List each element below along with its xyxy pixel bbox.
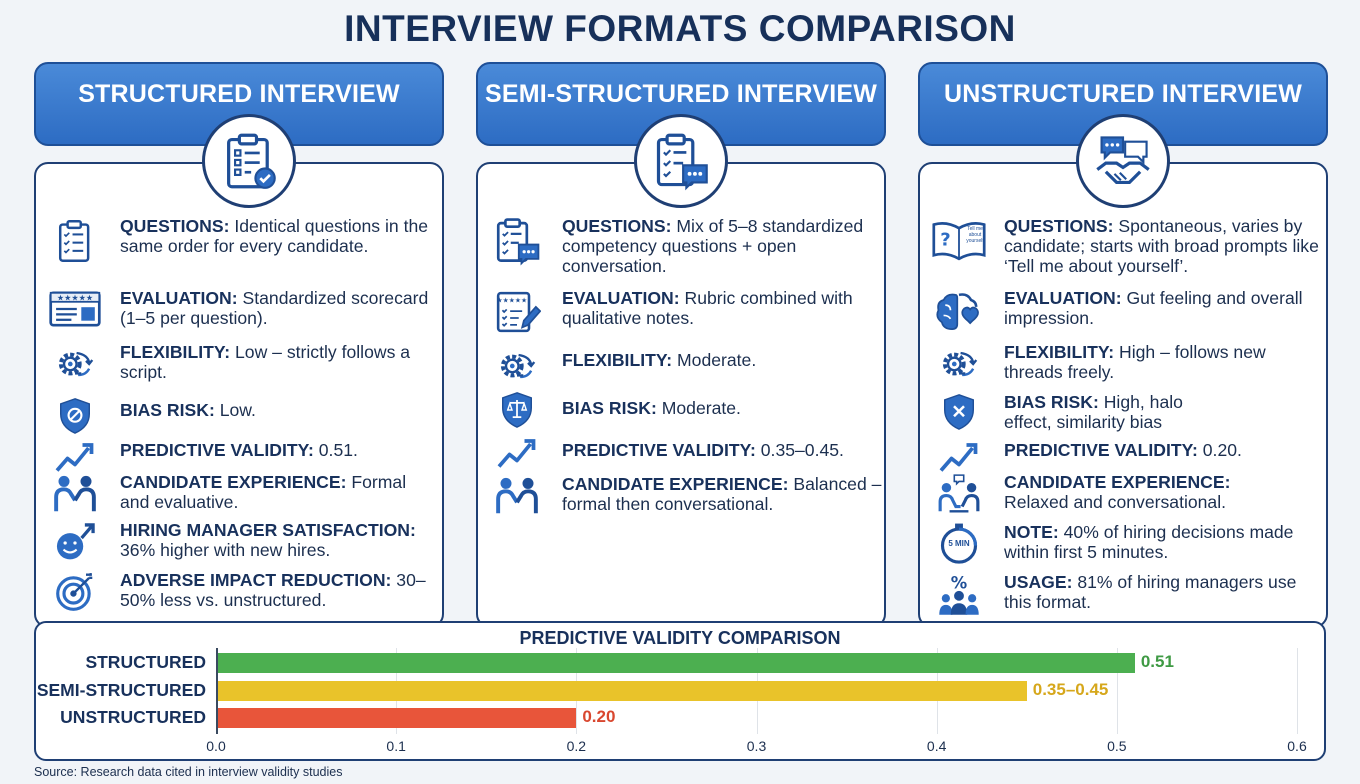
category-label: SEMI-STRUCTURED: [36, 680, 206, 700]
item-bias-risk: BIAS RISK: High, halo effect, similarity…: [932, 392, 1324, 436]
gear-arrows-icon: [48, 342, 102, 386]
page-title: INTERVIEW FORMATS COMPARISON: [344, 8, 1016, 49]
x-tick-label: 0.2: [566, 738, 587, 754]
x-tick-label: 0.3: [746, 738, 767, 754]
clipboard-check-icon: [202, 114, 296, 208]
clipboard-chat-icon: [490, 216, 544, 260]
item-predictive-validity: PREDICTIVE VALIDITY: 0.35–0.45.: [490, 432, 882, 476]
checklist-icon: [48, 216, 102, 260]
trend-up-icon: [490, 432, 544, 476]
item-bias-risk: BIAS RISK: Low.: [48, 396, 440, 440]
item-evaluation: EVALUATION: Gut feeling and overall impr…: [932, 288, 1324, 332]
brain-heart-icon: [932, 288, 986, 332]
column-body: Tell me about yourself QUESTIONS: Sponta…: [918, 162, 1328, 628]
gridline: [1297, 648, 1298, 734]
category-label: UNSTRUCTURED: [60, 707, 206, 727]
percent-people-icon: [932, 572, 986, 616]
item-evaluation: EVALUATION: Rubric combined with qualita…: [490, 288, 882, 332]
item-predictive-validity: PREDICTIVE VALIDITY: 0.20.: [932, 436, 1324, 480]
column-header: SEMI-STRUCTURED INTERVIEW: [476, 62, 886, 146]
item-note: 5 MIN NOTE: 40% of hiring decisions made…: [932, 522, 1324, 566]
x-tick-label: 0.4: [926, 738, 947, 754]
bar-value-label: 0.20: [582, 707, 616, 726]
x-tick-label: 0.0: [206, 738, 226, 754]
item-hiring-manager-satisfaction: HIRING MANAGER SATISFACTION: 36% higher …: [48, 520, 440, 564]
item-evaluation: EVALUATION: Standardized scorecard (1–5 …: [48, 288, 440, 332]
item-flexibility: FLEXIBILITY: Moderate.: [490, 344, 882, 388]
bar-value-label: 0.35–0.45: [1032, 680, 1109, 699]
x-tick-label: 0.6: [1287, 738, 1307, 754]
item-adverse-impact: ADVERSE IMPACT REDUCTION: 30–50% less vs…: [48, 570, 440, 614]
gear-arrows-icon: [490, 344, 544, 388]
column-body: QUESTIONS: Identical questions in the sa…: [34, 162, 444, 628]
shield-scale-icon: [490, 390, 544, 434]
item-predictive-validity: PREDICTIVE VALIDITY: 0.51.: [48, 436, 440, 480]
timer-icon: 5 MIN: [932, 522, 986, 566]
bar-unstructured: [218, 708, 577, 728]
target-icon: [48, 570, 102, 614]
people-handshake-icon: [48, 472, 102, 516]
column-body: QUESTIONS: Mix of 5–8 standardized compe…: [476, 162, 886, 628]
item-usage: USAGE: 81% of hiring managers use this f…: [932, 572, 1324, 616]
people-handshake-icon: [490, 474, 544, 518]
item-questions: Tell me about yourself QUESTIONS: Sponta…: [932, 216, 1324, 276]
bar-semi-structured: [218, 681, 1027, 701]
item-candidate-experience: CANDIDATE EXPERIENCE: Relaxed and conver…: [932, 472, 1324, 516]
gridline: [1116, 648, 1118, 734]
x-tick-label: 0.5: [1107, 738, 1127, 754]
source-note: Source: Research data cited in interview…: [34, 765, 343, 779]
item-candidate-experience: CANDIDATE EXPERIENCE: Formal and evaluat…: [48, 472, 440, 516]
people-chatting-icon: [932, 472, 986, 516]
shield-x-icon: [932, 392, 986, 436]
shield-ban-icon: [48, 396, 102, 440]
y-axis-line: [216, 648, 218, 734]
item-flexibility: FLEXIBILITY: High – follows new threads …: [932, 342, 1324, 386]
category-label: STRUCTURED: [85, 652, 206, 672]
rubric-pen-icon: [490, 288, 544, 332]
clipboard-chat-icon: [634, 114, 728, 208]
smiley-arrow-icon: [48, 520, 102, 564]
item-questions: QUESTIONS: Identical questions in the sa…: [48, 216, 440, 260]
x-tick-label: 0.1: [386, 738, 406, 754]
item-candidate-experience: CANDIDATE EXPERIENCE: Balanced – formal …: [490, 474, 882, 518]
item-flexibility: FLEXIBILITY: Low – strictly follows a sc…: [48, 342, 440, 386]
chart-title: PREDICTIVE VALIDITY COMPARISON: [519, 628, 841, 648]
chat-handshake-icon: [1076, 114, 1170, 208]
gear-arrows-icon: [932, 342, 986, 386]
bar-structured: [218, 653, 1135, 673]
open-book-question-icon: Tell me about yourself: [932, 216, 986, 260]
scorecard-icon: [48, 288, 102, 332]
item-bias-risk: BIAS RISK: Moderate.: [490, 390, 882, 434]
item-questions: QUESTIONS: Mix of 5–8 standardized compe…: [490, 216, 882, 276]
bar-value-label: 0.51: [1140, 652, 1174, 671]
